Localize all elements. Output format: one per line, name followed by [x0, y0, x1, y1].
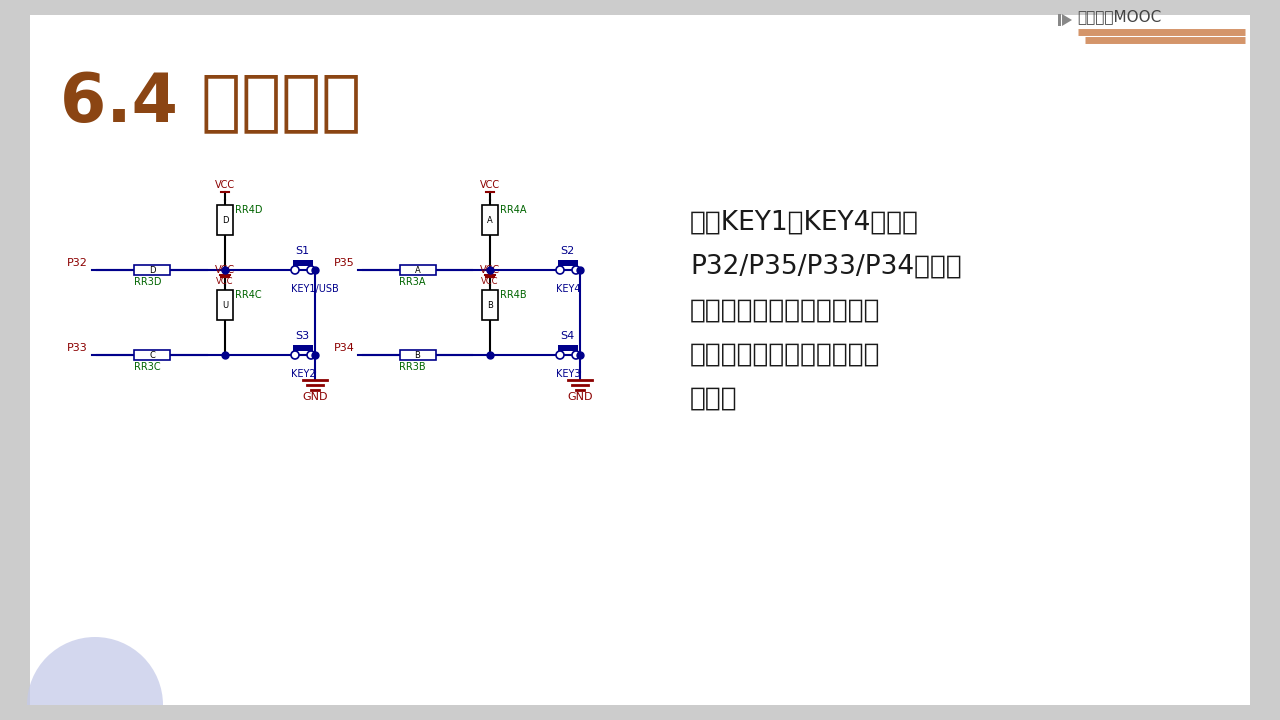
Text: U: U: [221, 300, 228, 310]
Bar: [134, 350, 170, 360]
Circle shape: [556, 266, 564, 274]
Circle shape: [307, 351, 315, 359]
Text: VCC: VCC: [480, 265, 500, 275]
Circle shape: [572, 351, 580, 359]
Text: RR4B: RR4B: [500, 290, 526, 300]
Text: KEY1/USB: KEY1/USB: [291, 284, 339, 294]
Circle shape: [291, 266, 300, 274]
Circle shape: [572, 266, 580, 274]
Text: P35: P35: [334, 258, 355, 268]
Text: A: A: [488, 215, 493, 225]
Text: RR3A: RR3A: [399, 277, 426, 287]
Text: B: B: [415, 351, 420, 359]
Text: P32: P32: [67, 258, 88, 268]
Text: KEY4: KEY4: [556, 284, 581, 294]
Text: 中国大学MOOC: 中国大学MOOC: [1076, 9, 1161, 24]
Bar: [218, 290, 233, 320]
Bar: [1059, 14, 1061, 26]
Text: P34: P34: [334, 343, 355, 353]
Text: RR3D: RR3D: [134, 277, 161, 287]
Text: 6.4 项目设计: 6.4 项目设计: [60, 70, 361, 136]
Bar: [558, 260, 579, 266]
Bar: [483, 290, 498, 320]
Text: RR3C: RR3C: [134, 362, 160, 372]
Text: D: D: [148, 266, 155, 274]
Text: D: D: [221, 215, 228, 225]
Text: RR3B: RR3B: [399, 362, 426, 372]
Text: 导通。: 导通。: [690, 386, 737, 412]
Text: GND: GND: [567, 392, 593, 402]
Text: A: A: [415, 266, 420, 274]
Text: S3: S3: [294, 331, 310, 341]
Text: S1: S1: [294, 246, 310, 256]
Text: GND: GND: [302, 392, 328, 402]
Bar: [134, 265, 170, 275]
Text: RR4A: RR4A: [500, 205, 526, 215]
Text: 按键的另一端接地，这样端: 按键的另一端接地，这样端: [690, 298, 881, 324]
Text: VCC: VCC: [480, 180, 500, 190]
Text: P33: P33: [68, 343, 88, 353]
Circle shape: [291, 351, 300, 359]
Text: VCC: VCC: [481, 277, 499, 286]
Text: S2: S2: [559, 246, 575, 256]
Text: S4: S4: [559, 331, 575, 341]
Text: RR4C: RR4C: [236, 290, 261, 300]
Bar: [218, 205, 233, 235]
Bar: [399, 350, 435, 360]
Bar: [483, 205, 498, 235]
Text: P32/P35/P33/P34相连。: P32/P35/P33/P34相连。: [690, 254, 961, 280]
Text: RR4D: RR4D: [236, 205, 262, 215]
Polygon shape: [1062, 14, 1071, 26]
Bar: [293, 345, 314, 351]
Circle shape: [307, 266, 315, 274]
Text: 口在低电平时候，说明按键: 口在低电平时候，说明按键: [690, 342, 881, 368]
Text: 按键KEY1～KEY4分别和: 按键KEY1～KEY4分别和: [690, 210, 919, 236]
Text: B: B: [488, 300, 493, 310]
Wedge shape: [27, 637, 163, 705]
Bar: [399, 265, 435, 275]
Text: VCC: VCC: [216, 277, 234, 286]
Bar: [293, 260, 314, 266]
Circle shape: [556, 351, 564, 359]
Bar: [558, 345, 579, 351]
Text: KEY2: KEY2: [291, 369, 316, 379]
Text: VCC: VCC: [215, 265, 236, 275]
Text: C: C: [148, 351, 155, 359]
Text: KEY3: KEY3: [556, 369, 581, 379]
Text: VCC: VCC: [215, 180, 236, 190]
